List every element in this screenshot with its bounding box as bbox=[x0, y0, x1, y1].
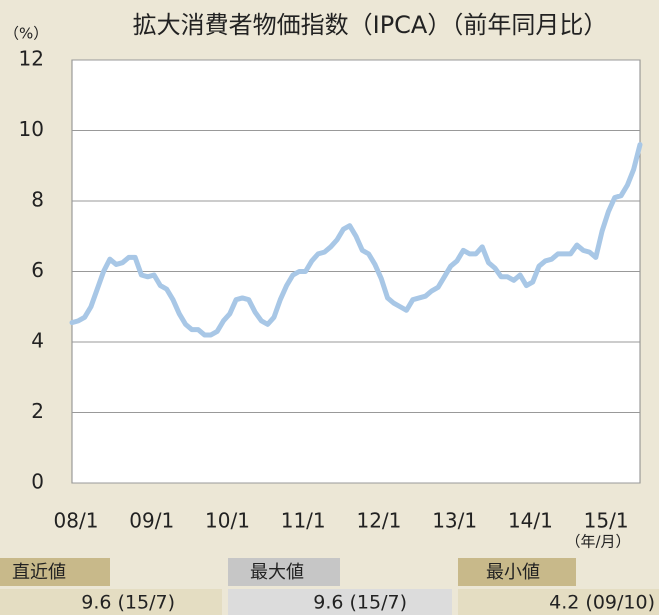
x-tick-label: 11/1 bbox=[281, 509, 326, 533]
value-cell bbox=[228, 589, 452, 615]
x-tick-label: 09/1 bbox=[129, 509, 174, 533]
x-unit: （年/月） bbox=[565, 533, 630, 551]
y-tick-label: 8 bbox=[31, 188, 44, 212]
y-tick-label: 4 bbox=[31, 329, 44, 353]
x-tick-label: 15/1 bbox=[584, 509, 629, 533]
y-unit: （%） bbox=[4, 25, 48, 43]
summary-label: 最大値 bbox=[250, 562, 304, 583]
data-line bbox=[69, 142, 643, 338]
x-tick-label: 10/1 bbox=[205, 509, 250, 533]
x-tick-label: 12/1 bbox=[356, 509, 401, 533]
summary-label: 最小値 bbox=[486, 562, 540, 583]
summary-label: 直近値 bbox=[12, 562, 66, 583]
summary-value: 9.6 (15/7) bbox=[313, 592, 407, 614]
y-tick-label: 6 bbox=[31, 258, 44, 282]
y-tick-label: 12 bbox=[19, 47, 44, 71]
summary-value: 4.2 (09/10) bbox=[549, 592, 655, 614]
value-cell bbox=[0, 589, 222, 615]
chart-title: 拡大消費者物価指数（IPCA）（前年同月比） bbox=[133, 11, 608, 39]
header-cell bbox=[228, 558, 340, 586]
y-tick-label: 0 bbox=[31, 470, 44, 494]
value-cell bbox=[458, 589, 659, 615]
summary-value: 9.6 (15/7) bbox=[81, 592, 175, 614]
header-cell bbox=[0, 558, 110, 586]
y-tick-label: 2 bbox=[31, 399, 44, 423]
x-tick-label: 14/1 bbox=[508, 509, 553, 533]
header-cell bbox=[458, 558, 576, 586]
x-tick-label: 08/1 bbox=[54, 509, 99, 533]
x-tick-label: 13/1 bbox=[432, 509, 477, 533]
y-tick-label: 10 bbox=[19, 117, 44, 141]
